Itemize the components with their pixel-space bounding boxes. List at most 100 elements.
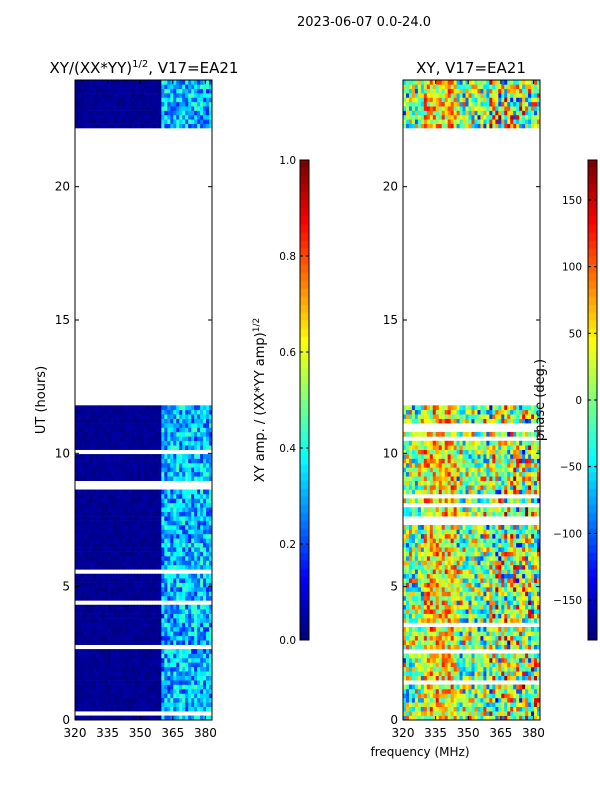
amp-heatmap-cell — [167, 516, 171, 521]
amp-heatmap-cell — [173, 542, 177, 548]
amp-heatmap-cell — [113, 693, 118, 699]
amp-heatmap-cell — [104, 613, 109, 619]
phase-heatmap-cell — [516, 635, 520, 641]
amp-heatmap-cell — [143, 525, 147, 530]
amp-heatmap-cell — [182, 533, 186, 539]
phase-heatmap-cell — [456, 693, 460, 699]
amp-heatmap-cell — [75, 675, 79, 681]
amp-heatmap-cell — [137, 520, 141, 526]
amp-heatmap-cell — [143, 613, 147, 619]
amp-heatmap-cell — [110, 715, 115, 721]
phase-heatmap-cell — [525, 609, 529, 614]
phase-heatmap-cell — [453, 587, 458, 592]
amp-heatmap-cell — [95, 560, 100, 566]
amp-heatmap-cell — [128, 556, 132, 561]
phase-heatmap-cell — [447, 706, 452, 712]
amp-heatmap-cell — [125, 640, 130, 645]
amp-heatmap-cell — [164, 671, 168, 676]
amp-heatmap-cell — [146, 445, 150, 450]
amp-heatmap-cell — [167, 467, 171, 473]
amp-heatmap-cell — [149, 123, 153, 129]
amp-colorbar-step — [300, 264, 309, 273]
amp-heatmap-cell — [107, 631, 112, 637]
phase-heatmap-cell — [423, 626, 428, 632]
phase-heatmap-cell — [432, 573, 437, 579]
phase-heatmap-cell — [438, 609, 443, 614]
phase-heatmap-cell — [462, 573, 466, 579]
amp-heatmap-cell — [86, 476, 91, 481]
amp-heatmap-cell — [170, 507, 174, 512]
amp-heatmap-cell — [167, 423, 171, 428]
amp-heatmap-cell — [155, 493, 159, 499]
amp-heatmap-cell — [188, 93, 192, 98]
phase-heatmap-cell — [495, 569, 499, 575]
amp-heatmap-cell — [101, 604, 106, 610]
phase-heatmap-cell — [528, 626, 532, 632]
phase-heatmap-cell — [426, 618, 431, 623]
phase-heatmap-cell — [477, 693, 481, 699]
phase-heatmap-cell — [468, 591, 472, 597]
amp-colorbar-step — [300, 352, 309, 361]
phase-heatmap-cell — [405, 702, 410, 707]
amp-heatmap-cell — [83, 445, 88, 450]
amp-heatmap-cell — [200, 409, 204, 415]
amp-heatmap-cell — [119, 516, 124, 521]
amp-heatmap-cell — [104, 458, 109, 464]
phase-heatmap-cell — [411, 706, 416, 712]
amp-heatmap-cell — [179, 622, 183, 628]
amp-heatmap-cell — [176, 591, 180, 597]
amp-heatmap-cell — [134, 493, 138, 499]
amp-heatmap-cell — [206, 551, 210, 557]
phase-heatmap-cell — [403, 644, 407, 650]
phase-heatmap-cell — [525, 671, 529, 676]
amp-heatmap-cell — [167, 657, 171, 663]
amp-heatmap-cell — [131, 418, 135, 424]
amp-heatmap-cell — [128, 657, 132, 663]
phase-heatmap-cell — [507, 684, 511, 690]
amp-heatmap-cell — [104, 640, 109, 645]
phase-heatmap-cell — [435, 666, 440, 672]
amp-heatmap-cell — [176, 80, 180, 85]
phase-heatmap-cell — [444, 657, 449, 663]
amp-heatmap-image — [75, 80, 213, 721]
amp-heatmap-cell — [104, 431, 109, 437]
amp-heatmap-cell — [179, 693, 183, 699]
phase-heatmap-cell — [471, 684, 475, 690]
amp-heatmap-cell — [176, 516, 180, 521]
amp-heatmap-cell — [164, 440, 168, 446]
amp-heatmap-cell — [104, 626, 109, 632]
amp-heatmap-cell — [119, 476, 124, 481]
amp-heatmap-cell — [92, 101, 97, 107]
amp-heatmap-cell — [203, 427, 207, 433]
amp-heatmap-cell — [149, 626, 153, 632]
phase-heatmap-cell — [453, 582, 458, 588]
phase-heatmap-cell — [426, 578, 431, 583]
amp-heatmap-cell — [137, 631, 141, 637]
amp-heatmap-cell — [170, 516, 174, 521]
amp-heatmap-cell — [155, 471, 159, 477]
amp-heatmap-cell — [188, 613, 192, 619]
amp-heatmap-cell — [83, 489, 88, 495]
amp-heatmap-cell — [107, 671, 112, 676]
amp-heatmap-cell — [185, 626, 189, 632]
amp-heatmap-cell — [209, 106, 213, 111]
phase-heatmap-cell — [501, 671, 505, 676]
amp-heatmap-cell — [116, 84, 121, 90]
amp-heatmap-cell — [155, 622, 159, 628]
phase-heatmap-cell — [483, 600, 487, 606]
amp-heatmap-cell — [173, 427, 177, 433]
amp-heatmap-cell — [200, 123, 204, 129]
phase-heatmap-cell — [531, 657, 535, 663]
amp-heatmap-cell — [146, 502, 150, 508]
amp-heatmap-cell — [128, 114, 132, 120]
amp-heatmap-cell — [83, 675, 88, 681]
amp-heatmap-cell — [185, 560, 189, 566]
amp-heatmap-cell — [197, 493, 201, 499]
amp-heatmap-cell — [188, 80, 192, 85]
amp-heatmap-cell — [206, 556, 210, 561]
phase-heatmap-cell — [510, 666, 514, 672]
amp-heatmap-cell — [182, 454, 186, 459]
amp-heatmap-cell — [137, 445, 141, 450]
amp-heatmap-cell — [209, 595, 213, 601]
phase-heatmap-cell — [417, 693, 422, 699]
